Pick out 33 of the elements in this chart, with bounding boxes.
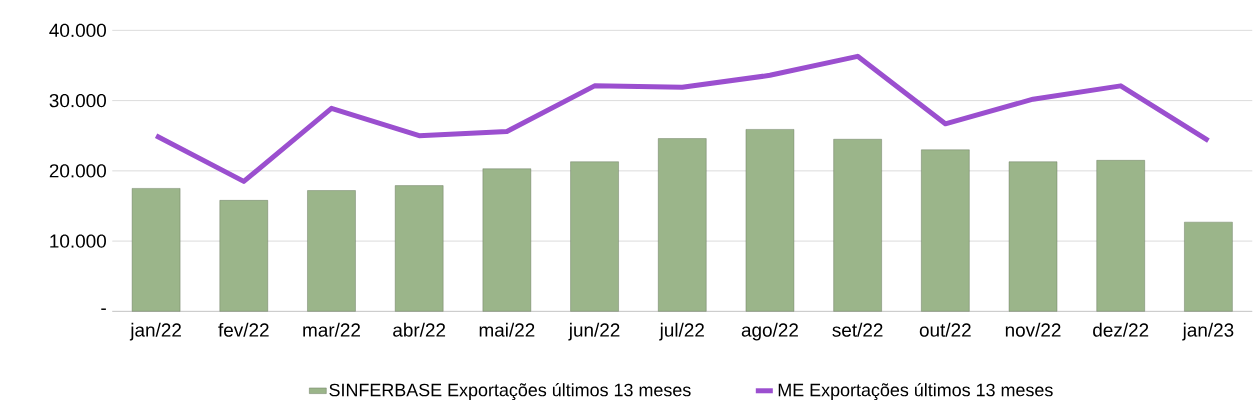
x-tick-label: jul/22 bbox=[659, 322, 704, 341]
x-tick-label: fev/22 bbox=[218, 322, 269, 337]
legend-label: ME Exportações últimos 13 meses bbox=[778, 382, 1053, 400]
y-tick-label: 10.000 bbox=[50, 234, 106, 248]
y-tick-label: 30.000 bbox=[49, 93, 106, 108]
x-tick-label: jan/23 bbox=[1182, 322, 1234, 341]
bar bbox=[1184, 221, 1233, 312]
bar bbox=[570, 161, 619, 312]
x-tick-label: jun/22 bbox=[568, 322, 620, 341]
legend-label: SINFERBASE Exportações últimos 13 meses bbox=[329, 382, 691, 400]
x-tick-label: dez/22 bbox=[1093, 322, 1149, 337]
bar bbox=[745, 129, 795, 312]
bar bbox=[833, 139, 882, 312]
bar bbox=[1008, 161, 1058, 312]
x-tick-label: abr/22 bbox=[393, 322, 446, 337]
x-tick-label: out/22 bbox=[919, 322, 971, 337]
bar bbox=[219, 200, 268, 312]
y-tick-label: - bbox=[101, 308, 106, 310]
x-tick-label: mar/22 bbox=[303, 322, 360, 337]
x-tick-label: nov/22 bbox=[1005, 322, 1061, 337]
x-tick-label: ago/22 bbox=[741, 322, 798, 341]
bar bbox=[921, 149, 970, 312]
bar bbox=[131, 188, 181, 312]
bar bbox=[1096, 160, 1145, 312]
bar bbox=[482, 168, 532, 312]
y-tick-label: 20.000 bbox=[49, 164, 106, 178]
bar bbox=[658, 138, 707, 312]
x-tick-label: mai/22 bbox=[479, 322, 535, 337]
bar bbox=[394, 185, 444, 312]
bar bbox=[307, 190, 356, 312]
x-tick-label: jan/22 bbox=[129, 322, 181, 341]
y-tick-label: 40.000 bbox=[49, 23, 106, 38]
x-tick-label: set/22 bbox=[832, 322, 883, 337]
